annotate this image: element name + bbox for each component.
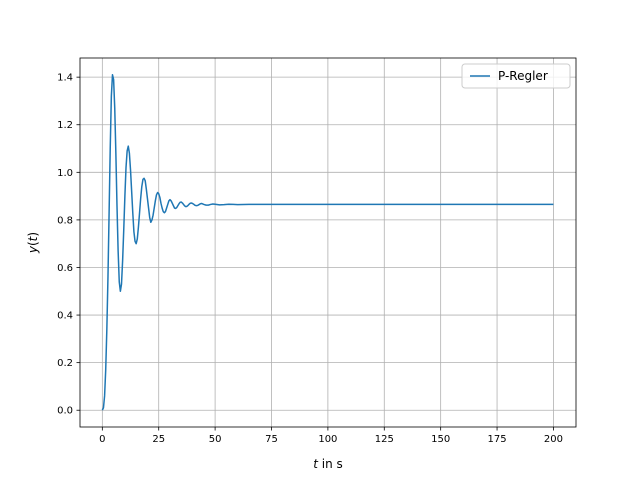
x-tick-label: 100 bbox=[318, 434, 337, 445]
y-tick-label: 0.4 bbox=[57, 311, 73, 322]
grid bbox=[80, 58, 576, 427]
y-axis-close-paren: ) bbox=[26, 232, 40, 237]
y-axis-label-text: y(t) bbox=[26, 232, 40, 254]
legend-label: P-Regler bbox=[498, 69, 548, 83]
legend-box bbox=[461, 63, 571, 89]
y-axis-argument: t bbox=[26, 235, 40, 241]
axis-ticks: 0 25 50 75 100 125 150 175 200 0.0 0.2 0.4 0.6 0.8 1.0… bbox=[57, 73, 563, 445]
legend: P-Regler bbox=[461, 63, 571, 89]
x-axis-label-text: t in s bbox=[313, 457, 343, 471]
y-tick-label: 1.2 bbox=[57, 120, 73, 131]
x-tick-label: 150 bbox=[431, 434, 450, 445]
y-axis-label: y(t) bbox=[26, 232, 40, 254]
x-tick-label: 25 bbox=[152, 434, 165, 445]
x-tick-label: 175 bbox=[488, 434, 507, 445]
series-line-0 bbox=[101, 74, 554, 411]
y-axis-variable: y bbox=[26, 245, 40, 254]
y-tick-label: 0.2 bbox=[57, 358, 73, 369]
y-tick-label: 0.8 bbox=[57, 215, 73, 226]
x-axis-variable: t bbox=[313, 457, 319, 471]
x-tick-label: 200 bbox=[544, 434, 563, 445]
x-axis-label: t in s bbox=[313, 457, 343, 471]
x-tick-label: 50 bbox=[209, 434, 222, 445]
plot-series bbox=[101, 74, 554, 411]
x-tick-label: 125 bbox=[375, 434, 394, 445]
y-tick-label: 0.6 bbox=[57, 263, 73, 274]
y-tick-label: 1.0 bbox=[57, 168, 73, 179]
x-tick-label: 75 bbox=[265, 434, 278, 445]
y-tick-label: 0.0 bbox=[57, 406, 73, 417]
x-tick-label: 0 bbox=[99, 434, 105, 445]
y-axis-open-paren: ( bbox=[26, 241, 40, 246]
y-tick-label: 1.4 bbox=[57, 73, 73, 84]
x-axis-unit: in s bbox=[318, 457, 343, 471]
